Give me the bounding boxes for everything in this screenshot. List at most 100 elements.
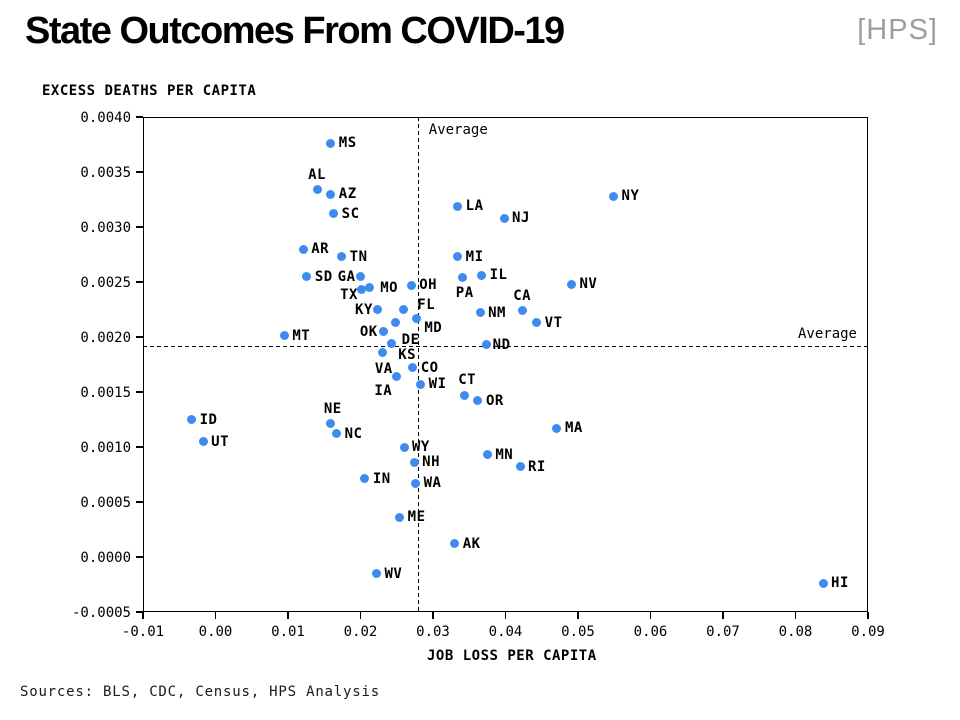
y-axis-tick	[136, 171, 143, 173]
point-label-LA: LA	[465, 198, 484, 215]
data-point-AZ	[326, 189, 336, 199]
point-label-MN: MN	[495, 446, 514, 463]
sources-note: Sources: BLS, CDC, Census, HPS Analysis	[20, 684, 380, 700]
data-point-MT	[279, 331, 289, 341]
point-label-IL: IL	[489, 267, 508, 284]
y-axis-tick-label: 0.0010	[80, 439, 131, 456]
data-point-AR	[298, 244, 308, 254]
y-axis-tick	[136, 226, 143, 228]
data-point-CO	[408, 363, 418, 373]
y-axis-tick	[136, 556, 143, 558]
y-axis-tick-label: 0.0020	[80, 329, 131, 346]
point-label-AR: AR	[311, 241, 330, 257]
y-axis-tick	[136, 391, 143, 393]
point-label-NE: NE	[323, 400, 342, 417]
x-axis-tick-label: -0.01	[121, 624, 165, 640]
point-label-WI: WI	[428, 376, 447, 393]
point-label-NC: NC	[344, 425, 363, 442]
point-label-NV: NV	[579, 276, 598, 293]
data-point-NE	[326, 419, 336, 429]
point-label-MA: MA	[564, 420, 583, 437]
data-point-HI	[818, 578, 828, 588]
data-point-DE	[387, 339, 397, 349]
point-label-TX: TX	[340, 286, 358, 303]
x-axis-tick	[142, 612, 144, 619]
data-point-ID	[187, 415, 197, 424]
point-label-GA: GA	[337, 268, 356, 285]
x-axis-tick-label: 0.07	[706, 624, 740, 640]
data-point-NV	[566, 279, 576, 289]
data-point-PA	[458, 273, 468, 283]
data-point-UT	[198, 437, 208, 446]
data-point-OK	[379, 327, 389, 336]
data-point-CT	[459, 390, 469, 400]
data-point-GA	[356, 272, 365, 281]
x-axis-tick	[214, 612, 217, 619]
point-label-MT: MT	[292, 327, 311, 344]
y-axis-tick-label: 0.0040	[80, 109, 131, 126]
y-axis-tick-label: 0.0025	[80, 274, 131, 291]
point-label-PA: PA	[455, 284, 474, 301]
point-label-UT: UT	[211, 433, 230, 450]
point-label-NJ: NJ	[512, 210, 530, 227]
data-point-AK	[450, 539, 460, 549]
y-axis-tick-label: 0.0005	[80, 494, 131, 511]
average-x-line	[417, 117, 419, 612]
point-label-MO: MO	[380, 279, 399, 296]
x-axis-tick	[287, 612, 289, 619]
point-label-ND: ND	[492, 336, 511, 353]
x-axis-tick-label: 0.08	[778, 624, 813, 640]
data-point-WA	[411, 478, 421, 488]
x-axis-tick-label: 0.03	[416, 624, 450, 640]
x-axis-tick	[722, 612, 724, 619]
y-axis-tick-label: 0.0015	[80, 384, 131, 401]
point-label-NY: NY	[621, 188, 640, 205]
data-point-NH	[409, 457, 419, 467]
x-axis-tick	[794, 612, 797, 619]
y-axis-tick	[136, 281, 143, 283]
x-axis-tick	[577, 612, 579, 619]
point-label-WA: WA	[423, 475, 442, 492]
y-axis-tick	[136, 116, 143, 118]
point-label-NM: NM	[488, 304, 506, 321]
point-label-CA: CA	[513, 287, 532, 304]
data-point-IL	[477, 270, 487, 280]
data-point-WV	[371, 569, 381, 578]
x-axis-tick	[504, 612, 507, 619]
data-point-VT	[532, 318, 542, 328]
data-point-NJ	[499, 213, 509, 223]
point-label-AK: AK	[462, 535, 481, 552]
point-label-WY: WY	[412, 439, 430, 455]
point-label-FL: FL	[417, 296, 436, 313]
x-axis-tick	[432, 612, 434, 619]
point-label-MI: MI	[465, 248, 484, 265]
x-axis-tick-label: 0.06	[633, 624, 668, 640]
data-point-MA	[552, 423, 562, 433]
point-label-HI: HI	[831, 575, 849, 592]
data-point-MO	[364, 283, 374, 292]
data-point-AL	[312, 185, 322, 195]
point-label-MD: MD	[424, 320, 443, 337]
point-label-ID: ID	[199, 411, 218, 428]
point-label-RI: RI	[528, 458, 546, 475]
point-label-KY: KY	[355, 301, 373, 318]
data-point-OH	[406, 280, 416, 290]
data-point-IN	[360, 474, 370, 484]
x-axis-title: JOB LOSS PER CAPITA	[427, 648, 597, 664]
x-axis-tick-label: 0.00	[198, 624, 233, 640]
data-point-WI	[416, 379, 426, 389]
y-axis-tick-label: 0.0030	[80, 219, 131, 236]
data-point-KY	[373, 305, 383, 314]
data-point-OR	[473, 396, 483, 406]
point-label-MS: MS	[338, 135, 357, 152]
hps-logo: [HPS]	[857, 14, 938, 46]
x-axis-tick	[649, 612, 652, 619]
point-label-VT: VT	[544, 314, 563, 331]
data-point-MN	[482, 450, 492, 460]
point-label-NH: NH	[422, 454, 440, 471]
y-axis-tick-label: 0.0000	[80, 549, 131, 566]
point-label-WV: WV	[384, 565, 403, 582]
point-label-IA: IA	[374, 382, 393, 399]
point-label-KS: KS	[398, 347, 417, 364]
